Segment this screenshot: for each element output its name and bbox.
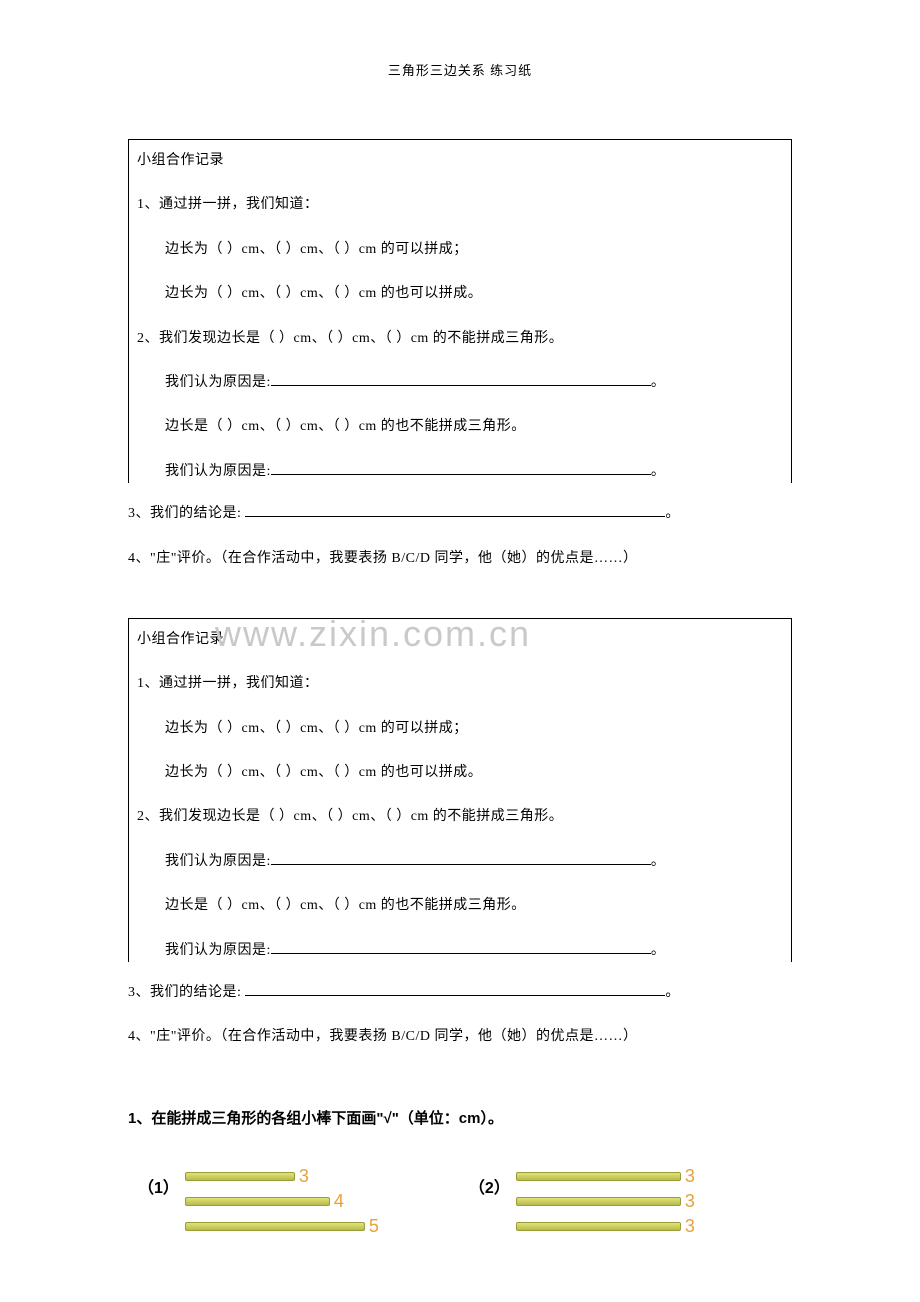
stick-bar — [516, 1172, 681, 1181]
reason-label: 我们认为原因是: — [165, 943, 271, 958]
stick-line: 4 — [185, 1191, 379, 1212]
stick-line: 3 — [516, 1191, 695, 1212]
blank-line — [271, 851, 651, 865]
box2-q2-reason1: 我们认为原因是: 。 — [137, 851, 783, 873]
box1-q1-intro: 1、通过拼一拼，我们知道： — [137, 194, 783, 216]
stick-length-label: 3 — [685, 1216, 695, 1237]
box1-q1-line2: 边长为（ ）cm、（ ）cm、（ ）cm 的也可以拼成。 — [137, 283, 783, 305]
box2-q2-reason2: 我们认为原因是: 。 — [137, 940, 783, 962]
stick-line: 5 — [185, 1216, 379, 1237]
box1-q2-reason1: 我们认为原因是: 。 — [137, 372, 783, 394]
box1-q2-reason2: 我们认为原因是: 。 — [137, 461, 783, 483]
record-box-1: 小组合作记录 1、通过拼一拼，我们知道： 边长为（ ）cm、（ ）cm、（ ）c… — [128, 139, 792, 483]
box2-q3: 3、我们的结论是: 。 — [128, 982, 792, 1004]
box1-title: 小组合作记录 — [137, 150, 783, 172]
stick-bar — [185, 1197, 330, 1206]
box2-title: 小组合作记录 — [137, 629, 783, 651]
page-header: 三角形三边关系 练习纸 — [0, 0, 920, 79]
sticks-row: （1） 3 4 5 （2） 3 3 3 — [128, 1166, 792, 1237]
blank-line — [245, 982, 665, 996]
box2-q1-line1: 边长为（ ）cm、（ ）cm、（ ）cm 的可以拼成； — [137, 718, 783, 740]
stick-length-label: 3 — [685, 1191, 695, 1212]
blank-line — [271, 372, 651, 386]
group2-sticks: 3 3 3 — [516, 1166, 695, 1237]
box1-q1-line1: 边长为（ ）cm、（ ）cm、（ ）cm 的可以拼成； — [137, 239, 783, 261]
stick-bar — [185, 1172, 295, 1181]
stick-bar — [516, 1222, 681, 1231]
box1-q4: 4、"庄"评价。（在合作活动中，我要表扬 B/C/D 同学，他（她）的优点是……… — [128, 548, 792, 570]
stick-line: 3 — [516, 1216, 695, 1237]
reason-label: 我们认为原因是: — [165, 854, 271, 869]
box2-q1-line2: 边长为（ ）cm、（ ）cm、（ ）cm 的也可以拼成。 — [137, 762, 783, 784]
q3-label: 3、我们的结论是: — [128, 506, 241, 521]
period: 。 — [651, 375, 666, 390]
stick-line: 3 — [516, 1166, 695, 1187]
box1-q3: 3、我们的结论是: 。 — [128, 503, 792, 525]
stick-bar — [185, 1222, 365, 1231]
box2-q1-intro: 1、通过拼一拼，我们知道： — [137, 673, 783, 695]
stick-line: 3 — [185, 1166, 379, 1187]
record-box-2: 小组合作记录 1、通过拼一拼，我们知道： 边长为（ ）cm、（ ）cm、（ ）c… — [128, 618, 792, 962]
stick-length-label: 5 — [369, 1216, 379, 1237]
group1-label: （1） — [138, 1174, 179, 1198]
stick-length-label: 4 — [334, 1191, 344, 1212]
reason-label: 我们认为原因是: — [165, 464, 271, 479]
q3-label: 3、我们的结论是: — [128, 985, 241, 1000]
box2-q4: 4、"庄"评价。（在合作活动中，我要表扬 B/C/D 同学，他（她）的优点是……… — [128, 1026, 792, 1048]
group1-sticks: 3 4 5 — [185, 1166, 379, 1237]
period: 。 — [651, 464, 666, 479]
blank-line — [245, 503, 665, 517]
box2-q2-line2: 边长是（ ）cm、（ ）cm、（ ）cm 的也不能拼成三角形。 — [137, 895, 783, 917]
stick-bar — [516, 1197, 681, 1206]
content-area: 小组合作记录 1、通过拼一拼，我们知道： 边长为（ ）cm、（ ）cm、（ ）c… — [0, 139, 920, 1237]
period: 。 — [651, 943, 666, 958]
period: 。 — [651, 854, 666, 869]
group2-label: （2） — [469, 1174, 510, 1198]
exercise-q1: 1、在能拼成三角形的各组小棒下面画"√"（单位：cm）。 — [128, 1107, 792, 1128]
period: 。 — [665, 985, 680, 1000]
box2-q2-line1: 2、我们发现边长是（ ）cm、（ ）cm、（ ）cm 的不能拼成三角形。 — [137, 806, 783, 828]
stick-length-label: 3 — [299, 1166, 309, 1187]
blank-line — [271, 940, 651, 954]
blank-line — [271, 461, 651, 475]
box1-q2-line1: 2、我们发现边长是（ ）cm、（ ）cm、（ ）cm 的不能拼成三角形。 — [137, 328, 783, 350]
period: 。 — [665, 506, 680, 521]
stick-group-2: （2） 3 3 3 — [469, 1166, 695, 1237]
reason-label: 我们认为原因是: — [165, 375, 271, 390]
stick-length-label: 3 — [685, 1166, 695, 1187]
stick-group-1: （1） 3 4 5 — [138, 1166, 379, 1237]
box1-q2-line2: 边长是（ ）cm、（ ）cm、（ ）cm 的也不能拼成三角形。 — [137, 416, 783, 438]
